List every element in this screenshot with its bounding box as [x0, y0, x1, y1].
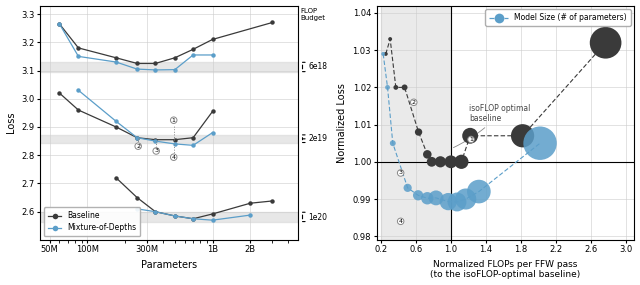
- Text: 2: 2: [136, 144, 140, 149]
- Point: [422, 196, 433, 201]
- Text: 3: 3: [399, 170, 403, 176]
- Point: [388, 141, 398, 145]
- Text: FLOP
Budget: FLOP Budget: [300, 8, 326, 21]
- Text: 4: 4: [399, 219, 403, 224]
- X-axis label: Parameters: Parameters: [141, 260, 197, 270]
- Point: [456, 160, 467, 164]
- Point: [391, 85, 401, 90]
- Point: [383, 85, 393, 90]
- Text: 2e19: 2e19: [308, 134, 327, 143]
- Text: isoFLOP optimal
baseline: isoFLOP optimal baseline: [453, 104, 531, 148]
- Point: [403, 186, 413, 190]
- Text: 1e20: 1e20: [308, 213, 327, 221]
- Point: [452, 200, 462, 204]
- Bar: [40, 62, 298, 72]
- Point: [422, 152, 433, 157]
- Point: [399, 85, 410, 90]
- Bar: [40, 135, 298, 142]
- Point: [385, 37, 396, 41]
- Point: [413, 130, 424, 134]
- Bar: [40, 212, 298, 221]
- Point: [465, 133, 476, 138]
- Point: [474, 189, 484, 194]
- Point: [600, 40, 611, 45]
- Text: 1: 1: [172, 118, 175, 123]
- Bar: [381, 5, 451, 240]
- Point: [435, 160, 445, 164]
- Point: [431, 196, 441, 200]
- Point: [426, 160, 436, 164]
- Legend: Model Size (# of parameters): Model Size (# of parameters): [485, 9, 630, 26]
- Text: 2: 2: [412, 100, 416, 105]
- Point: [443, 199, 453, 204]
- Y-axis label: Normalized Loss: Normalized Loss: [337, 83, 347, 163]
- Legend: Baseline, Mixture-of-Depths: Baseline, Mixture-of-Depths: [44, 207, 141, 236]
- Text: 4: 4: [172, 155, 176, 160]
- Text: 6e18: 6e18: [308, 62, 327, 71]
- X-axis label: Normalized FLOPs per FFW pass
(to the isoFLOP-optimal baseline): Normalized FLOPs per FFW pass (to the is…: [431, 260, 580, 280]
- Point: [518, 133, 528, 138]
- Point: [381, 52, 391, 56]
- Y-axis label: Loss: Loss: [6, 112, 15, 133]
- Point: [461, 197, 471, 201]
- Point: [378, 52, 388, 56]
- Text: 1: 1: [469, 137, 473, 142]
- Point: [535, 141, 545, 145]
- Point: [446, 160, 456, 164]
- Text: 3: 3: [154, 148, 158, 154]
- Point: [413, 193, 423, 198]
